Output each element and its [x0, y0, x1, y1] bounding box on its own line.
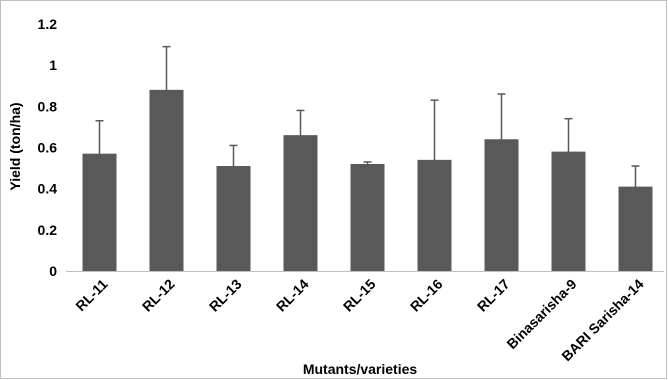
x-axis-title: Mutants/varieties [303, 361, 418, 377]
x-tick-label: Binasarisha-9 [503, 276, 579, 352]
error-bar [631, 165, 640, 208]
y-tick-label: 0.8 [38, 98, 58, 114]
x-axis-ticks: RL-11 RL-12 RL-13 RL-14 RL-15 RL-16 RL-17Binas… [72, 276, 646, 364]
error-bar [564, 117, 573, 185]
y-tick-label: 0 [49, 263, 57, 279]
error-bar [497, 93, 506, 185]
y-tick-label: 0.6 [38, 140, 58, 156]
x-tick-label: RL-16 [407, 276, 446, 315]
x-tick-label: RL-13 [206, 276, 245, 315]
bar [350, 163, 385, 271]
bars [82, 89, 653, 271]
y-axis-ticks: 0 0.2 0.4 0.6 0.8 1 1.2 [38, 16, 58, 279]
y-tick-label: 1 [49, 57, 57, 73]
x-tick-label: RL-11 [72, 276, 110, 314]
error-bar [363, 161, 372, 167]
error-bar [95, 119, 104, 187]
error-bar [430, 99, 439, 220]
error-bar [162, 45, 171, 134]
error-bar [229, 144, 238, 187]
y-axis-title: Yield (ton/ha) [7, 102, 23, 190]
x-tick-label: RL-15 [340, 276, 379, 315]
x-tick-label: RL-17 [474, 276, 513, 315]
y-tick-label: 0.2 [38, 222, 58, 238]
error-bars [95, 45, 640, 220]
error-bar [296, 109, 305, 160]
x-tick-label: RL-12 [139, 276, 178, 315]
y-tick-label: 1.2 [38, 16, 58, 32]
y-tick-label: 0.4 [38, 181, 58, 197]
x-tick-label: RL-14 [273, 276, 312, 315]
